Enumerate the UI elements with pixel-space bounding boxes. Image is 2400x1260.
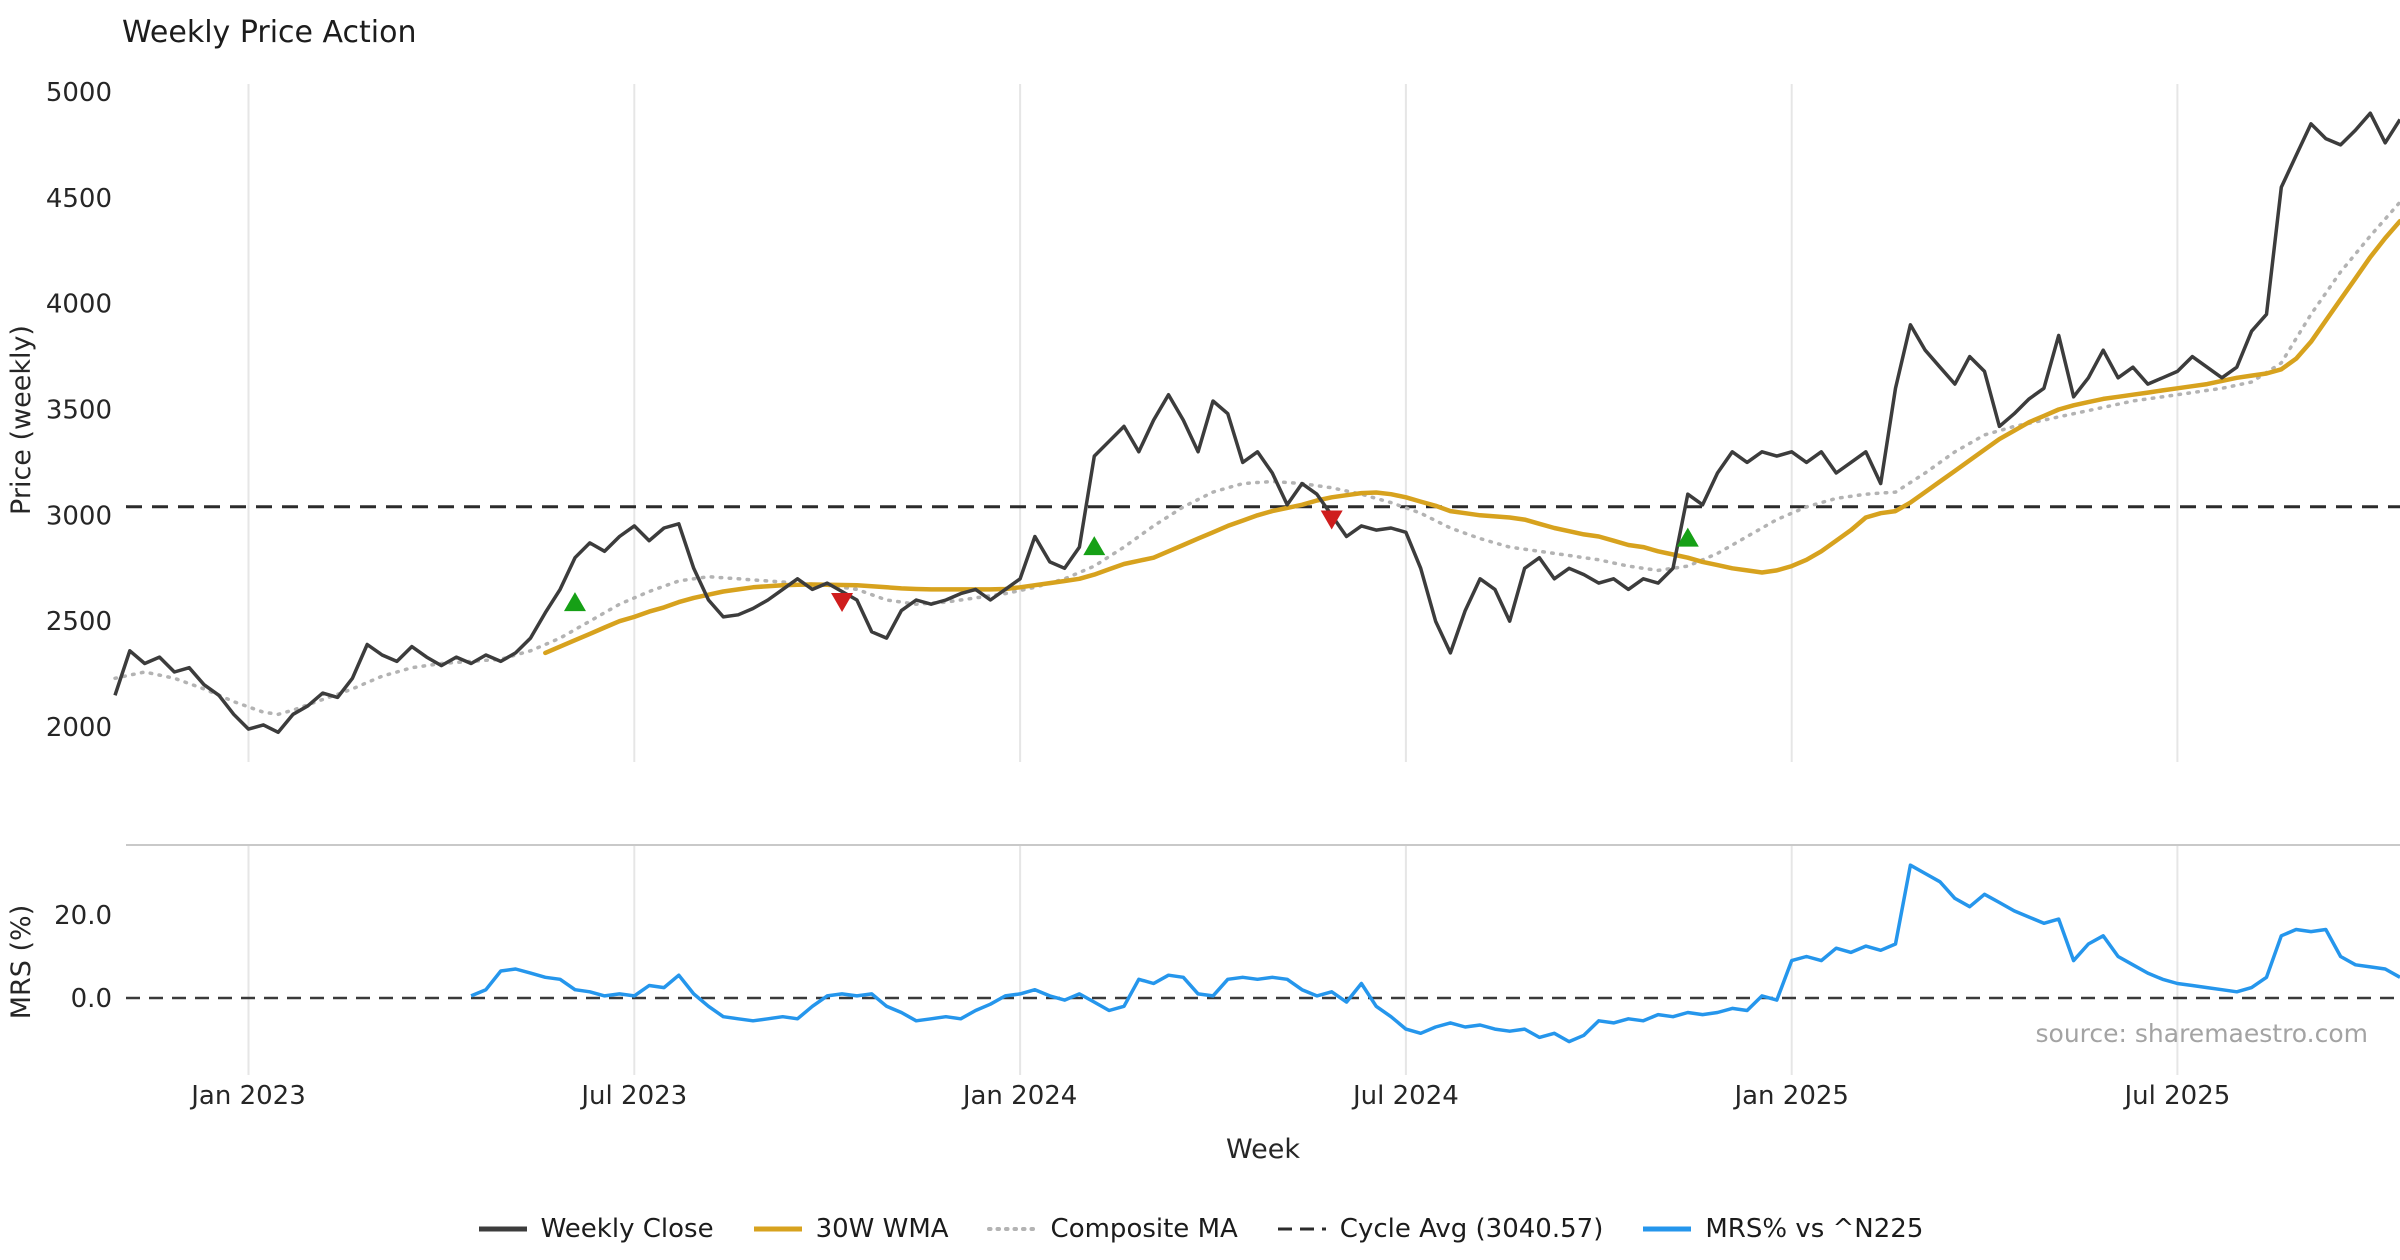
sell-triangle-icon	[1320, 510, 1343, 530]
legend-label: Composite MA	[1050, 1214, 1238, 1244]
price-tick-label: 3000	[46, 501, 112, 531]
x-tick-label: Jan 2024	[961, 1081, 1078, 1111]
mrs-tick-label: 20.0	[54, 901, 112, 931]
source-attribution: source: sharemaestro.com	[2036, 1019, 2369, 1048]
buy-triangle-icon	[1676, 527, 1699, 547]
legend-item-weekly-close: Weekly Close	[477, 1214, 714, 1244]
mrs-line	[470, 863, 2400, 1044]
price-tick-label: 4000	[46, 290, 112, 320]
legend-item-cycle-avg: Cycle Avg (3040.57)	[1276, 1214, 1604, 1244]
price-tick-label: 2000	[46, 713, 112, 743]
price-axis-label: Price (weekly)	[6, 325, 37, 515]
legend-item-composite-ma: Composite MA	[986, 1214, 1238, 1244]
price-tick-label: 4500	[46, 184, 112, 214]
price-tick-labels: 2000 2500 3000 3500 4000 4500 5000	[46, 78, 112, 743]
chart-layers: 2000 2500 3000 3500 4000 4500 5000 0.0 20.0 Jan 2…	[46, 78, 2400, 1111]
legend-label: Cycle Avg (3040.57)	[1339, 1214, 1604, 1244]
price-tick-label: 2500	[46, 607, 112, 637]
mrs-tick-labels: 0.0 20.0	[54, 901, 112, 1014]
x-tick-label: Jul 2023	[579, 1081, 687, 1111]
price-tick-label: 3500	[46, 396, 112, 426]
chart-title: Weekly Price Action	[122, 15, 417, 50]
weekly-close-swatch-icon	[478, 1226, 527, 1232]
mrs-tick-label: 0.0	[71, 984, 112, 1014]
x-tick-label: Jul 2025	[2122, 1081, 2230, 1111]
cycle-avg-swatch-icon	[1277, 1227, 1326, 1231]
gridlines	[247, 84, 2179, 1075]
legend-item-mrs: MRS% vs ^N225	[1641, 1214, 1923, 1244]
legend-label: MRS% vs ^N225	[1705, 1214, 1924, 1244]
x-tick-labels: Jan 2023 Jul 2023 Jan 2024 Jul 2024 Jan 2025…	[189, 1081, 2230, 1111]
price-tick-label: 5000	[46, 78, 112, 108]
mrs-swatch-icon	[1643, 1226, 1692, 1232]
chart-legend: Weekly Close 30W WMA Composite MA Cycle Avg…	[0, 1204, 2400, 1254]
legend-label: Weekly Close	[540, 1214, 714, 1244]
sell-triangle-icon	[831, 593, 854, 613]
x-tick-label: Jul 2024	[1351, 1081, 1459, 1111]
x-axis-label: Week	[1226, 1134, 1300, 1165]
wma-30w-line	[543, 218, 2400, 656]
buy-triangle-icon	[1083, 536, 1106, 556]
buy-triangle-icon	[563, 592, 586, 612]
x-tick-label: Jan 2025	[1732, 1081, 1849, 1111]
mrs-axis-label: MRS (%)	[6, 905, 37, 1020]
legend-item-wma-30w: 30W WMA	[752, 1214, 949, 1244]
weekly-close-line	[113, 111, 2400, 735]
legend-label: 30W WMA	[815, 1214, 949, 1244]
x-tick-label: Jan 2023	[189, 1081, 306, 1111]
buy-signal-markers	[563, 527, 1699, 612]
wma-30w-swatch-icon	[753, 1226, 802, 1232]
sell-signal-markers	[831, 510, 1343, 613]
composite-ma-swatch-icon	[986, 1227, 1039, 1231]
composite-ma-line	[113, 200, 2400, 717]
